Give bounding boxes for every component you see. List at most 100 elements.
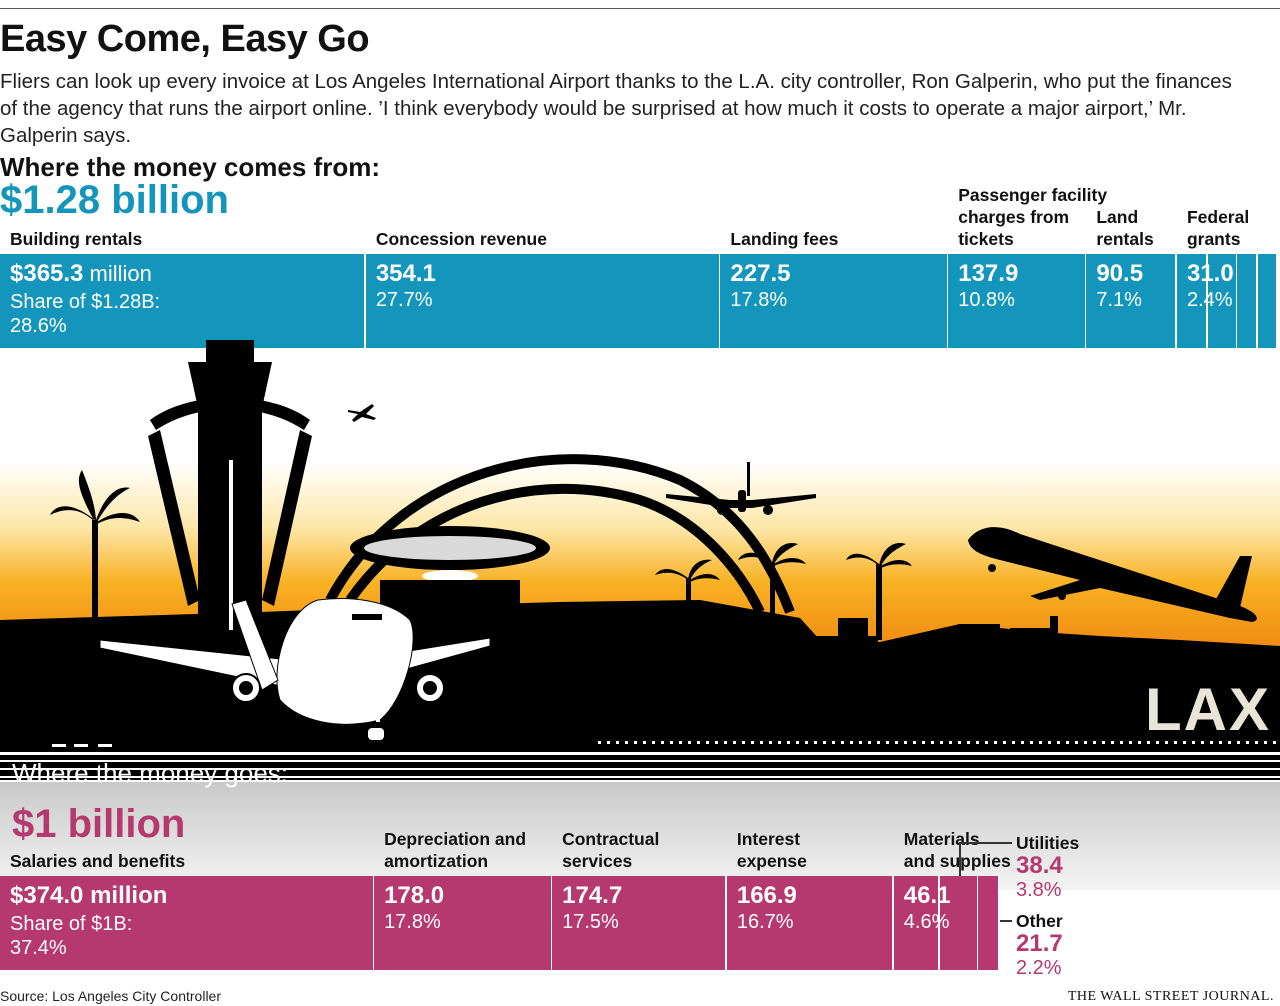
expenses-band bbox=[0, 782, 1280, 890]
runway-light bbox=[643, 741, 646, 744]
expense-percent-label: 16.7% bbox=[736, 911, 794, 933]
revenue-value-label: 90.5 bbox=[1096, 260, 1144, 287]
revenue-percent-label: 7.1% bbox=[1096, 289, 1142, 311]
revenue-percent-label: 10.8% bbox=[958, 289, 1015, 311]
runway-light bbox=[886, 741, 889, 744]
page-title: Easy Come, Easy Go bbox=[0, 18, 370, 60]
runway-light bbox=[1228, 741, 1231, 744]
runway-light bbox=[652, 741, 655, 744]
runway-light bbox=[868, 741, 871, 744]
expense-bar-6 bbox=[978, 876, 1000, 970]
revenue-bar-6 bbox=[1208, 254, 1237, 348]
runway-light bbox=[1030, 741, 1033, 744]
runway-light bbox=[1165, 741, 1168, 744]
runway-light bbox=[859, 741, 862, 744]
expenses-total: $1 billion bbox=[12, 802, 186, 846]
runway-light bbox=[1147, 741, 1150, 744]
runway-light bbox=[679, 741, 682, 744]
runway-light bbox=[1138, 741, 1141, 744]
runway-light bbox=[1255, 741, 1258, 744]
control-tower bbox=[148, 340, 312, 630]
expense-percent-label: 17.5% bbox=[562, 911, 619, 933]
runway-light bbox=[1021, 741, 1024, 744]
revenue-total: $1.28 billion bbox=[0, 178, 229, 222]
expense-bar-0 bbox=[0, 876, 374, 970]
runway-light bbox=[634, 741, 637, 744]
revenue-percent-label: 28.6% bbox=[10, 315, 67, 337]
runway-light bbox=[1246, 741, 1249, 744]
runway-light bbox=[1102, 741, 1105, 744]
revenue-value-label: 137.9 bbox=[958, 260, 1019, 287]
runway-light bbox=[625, 741, 628, 744]
revenue-value-label: 31.0 bbox=[1186, 260, 1234, 287]
small-plane-silhouette bbox=[348, 404, 376, 422]
source-note: Source: Los Angeles City Controller bbox=[0, 988, 221, 1004]
runway-light bbox=[967, 741, 970, 744]
runway-light bbox=[823, 741, 826, 744]
page-dek: Fliers can look up every invoice at Los … bbox=[0, 70, 1232, 147]
revenue-category-label: Federal grants bbox=[1186, 207, 1250, 249]
runway-light bbox=[661, 741, 664, 744]
runway-light bbox=[760, 741, 763, 744]
runway-light bbox=[1129, 741, 1132, 744]
runway-light bbox=[1192, 741, 1195, 744]
runway-light bbox=[607, 741, 610, 744]
revenue-bar-7 bbox=[1237, 254, 1258, 348]
revenue-value-label: 354.1 bbox=[375, 260, 436, 287]
revenue-bar-1 bbox=[365, 254, 720, 348]
runway-lights bbox=[598, 741, 1276, 744]
runway-light bbox=[733, 741, 736, 744]
runway-light bbox=[1156, 741, 1159, 744]
runway-light bbox=[1075, 741, 1078, 744]
publisher-credit: THE WALL STREET JOURNAL. bbox=[1067, 989, 1274, 1004]
runway-light bbox=[1093, 741, 1096, 744]
revenue-percent-label: 27.7% bbox=[375, 289, 433, 311]
revenue-bar-8 bbox=[1257, 254, 1278, 348]
revenue-bar-4 bbox=[1086, 254, 1177, 348]
runway-light bbox=[1273, 741, 1276, 744]
revenue-bar-2 bbox=[720, 254, 948, 348]
top-rule bbox=[0, 8, 1280, 9]
runway-light bbox=[1219, 741, 1222, 744]
approaching-plane bbox=[666, 462, 816, 515]
revenue-unit: million bbox=[83, 261, 152, 286]
runway-light bbox=[1003, 741, 1006, 744]
expense-bar-4 bbox=[893, 876, 940, 970]
lax-sign: LAX bbox=[1145, 676, 1271, 743]
runway-light bbox=[904, 741, 907, 744]
expense-bar-1 bbox=[374, 876, 552, 970]
runway-light bbox=[1066, 741, 1069, 744]
expense-value-label: 21.7 bbox=[1016, 930, 1063, 957]
runway-light bbox=[769, 741, 772, 744]
runway-light bbox=[688, 741, 691, 744]
runway-light bbox=[1048, 741, 1051, 744]
revenue-share-label: Share of $1.28B: bbox=[10, 291, 161, 313]
runway-light bbox=[1201, 741, 1204, 744]
revenue-section-label: Where the money comes from: bbox=[0, 152, 380, 182]
runway-light bbox=[724, 741, 727, 744]
runway-light bbox=[1174, 741, 1177, 744]
runway-light bbox=[778, 741, 781, 744]
runway-light bbox=[742, 741, 745, 744]
expense-share-label: Share of $1B: bbox=[10, 913, 133, 935]
revenue-bar-5 bbox=[1176, 254, 1208, 348]
runway-light bbox=[796, 741, 799, 744]
runway-light bbox=[670, 741, 673, 744]
expense-percent-label: 4.6% bbox=[903, 911, 950, 933]
runway-light bbox=[940, 741, 943, 744]
runway-light bbox=[877, 741, 880, 744]
runway-light bbox=[706, 741, 709, 744]
expenses-section-label: Where the money goes: bbox=[12, 758, 289, 788]
runway-light bbox=[958, 741, 961, 744]
runway-light bbox=[814, 741, 817, 744]
runway-light bbox=[1120, 741, 1123, 744]
expense-percent-label: 2.2% bbox=[1016, 957, 1062, 979]
foreground-plane bbox=[99, 598, 491, 740]
runway-light bbox=[850, 741, 853, 744]
runway-light bbox=[931, 741, 934, 744]
expense-percent-label: 17.8% bbox=[384, 911, 441, 933]
runway-light bbox=[1039, 741, 1042, 744]
runway-light bbox=[616, 741, 619, 744]
runway-light bbox=[805, 741, 808, 744]
runway-light bbox=[1057, 741, 1060, 744]
